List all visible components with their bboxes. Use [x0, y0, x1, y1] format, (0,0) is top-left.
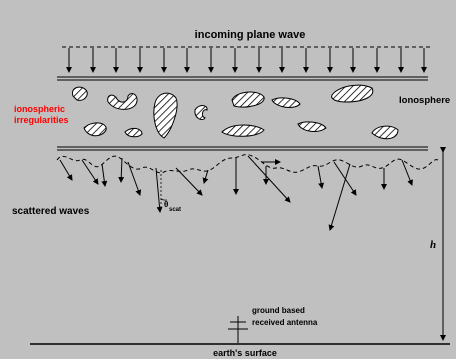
antenna-label-line2: received antenna: [252, 318, 318, 327]
scattered-waves-label: scattered waves: [12, 206, 90, 217]
irregularity-blob: [371, 125, 399, 140]
irregularity-blob: [231, 91, 265, 108]
angle-subscript: scat: [169, 207, 181, 213]
irregularity-blob: [124, 127, 143, 138]
irregularity-blob: [107, 93, 138, 110]
irregularity-blob: [221, 124, 265, 137]
ionosphere-top-boundary: [57, 76, 428, 81]
title-incoming-plane-wave: incoming plane wave: [195, 29, 306, 41]
irregularity-blob: [83, 122, 107, 137]
scattered-wavefront: [56, 154, 439, 174]
ionosphere-bottom-boundary: [57, 146, 428, 151]
antenna-label-line1: ground based: [252, 306, 305, 315]
scattered-arrows: [59, 155, 413, 231]
irregularity-blob: [194, 105, 208, 121]
earth-surface-label: earth's surface: [213, 348, 277, 358]
height-symbol: h: [430, 239, 436, 251]
irregularities-label-line2: irregularities: [14, 115, 69, 125]
irregularity-blob: [271, 97, 301, 108]
ionospheric-irregularities: [71, 84, 399, 140]
irregularity-blob: [297, 121, 327, 132]
scattering-angle-construction: [160, 170, 168, 208]
irregularity-blob: [71, 86, 88, 101]
antenna-icon: [228, 316, 248, 343]
incoming-arrows: [66, 48, 427, 73]
ionosphere-label: Ionosphere: [399, 95, 450, 106]
irregularities-label-line1: ionospheric: [14, 104, 65, 114]
irregularity-blob: [153, 92, 178, 139]
angle-symbol: θ: [164, 200, 168, 209]
irregularity-blob: [331, 84, 374, 103]
